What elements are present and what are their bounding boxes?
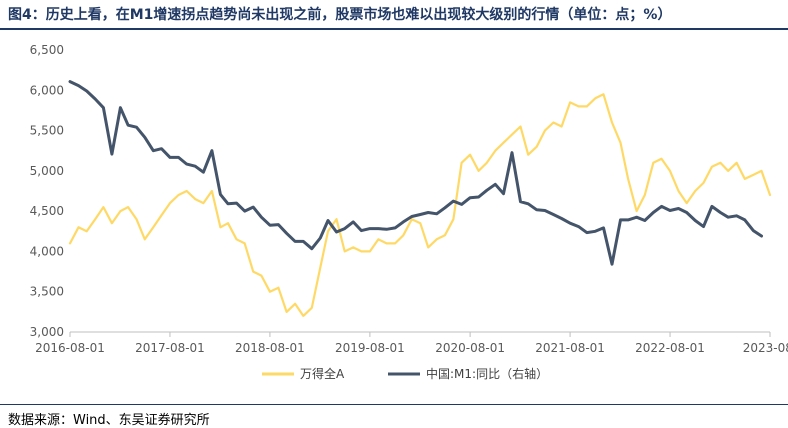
x-tick-label: 2017-08-01 xyxy=(135,341,205,355)
x-tick-label: 2016-08-01 xyxy=(35,341,105,355)
y-tick-label: 3,500 xyxy=(30,285,64,299)
x-tick-label: 2018-08-01 xyxy=(235,341,305,355)
legend-item-wind-a-label: 万得全A xyxy=(300,366,345,381)
y-tick-label: 5,500 xyxy=(30,124,64,138)
series-line-wind-a xyxy=(68,93,772,317)
y-tick-label: 6,500 xyxy=(30,43,64,57)
x-tick-label: 2022-08-01 xyxy=(635,341,705,355)
x-tick-label: 2021-08-01 xyxy=(535,341,605,355)
y-tick-label: 5,000 xyxy=(30,164,64,178)
x-axis: 2016-08-01 2017-08-01 2018-08-01 2019-08-01… xyxy=(35,331,788,355)
series-line-m1 xyxy=(68,80,763,266)
y-tick-label: 6,000 xyxy=(30,83,64,97)
y-tick-label: 4,500 xyxy=(30,204,64,218)
legend-item-m1-label: 中国:M1:同比（右轴） xyxy=(426,366,548,381)
source-divider xyxy=(0,404,788,405)
x-tick-label: 2019-08-01 xyxy=(335,341,405,355)
series-layer xyxy=(68,80,772,317)
source-note: 数据来源：Wind、东吴证券研究所 xyxy=(8,413,210,428)
x-tick-label: 2023-08- xyxy=(743,341,788,355)
chart-title: 图4：历史上看，在M1增速拐点趋势尚未出现之前，股票市场也难以出现较大级别的行情… xyxy=(8,7,672,23)
y-tick-label: 3,000 xyxy=(30,325,64,339)
x-tick-label: 2020-08-01 xyxy=(435,341,505,355)
y-tick-label: 4,000 xyxy=(30,244,64,258)
line-chart: 3,000 3,500 4,000 4,500 5,000 5,500 6,000 6,500… xyxy=(30,43,788,381)
legend: 万得全A 中国:M1:同比（右轴） xyxy=(262,366,548,381)
title-divider xyxy=(0,28,788,30)
y-axis-left: 3,000 3,500 4,000 4,500 5,000 5,500 6,000 6,500 xyxy=(30,43,64,339)
